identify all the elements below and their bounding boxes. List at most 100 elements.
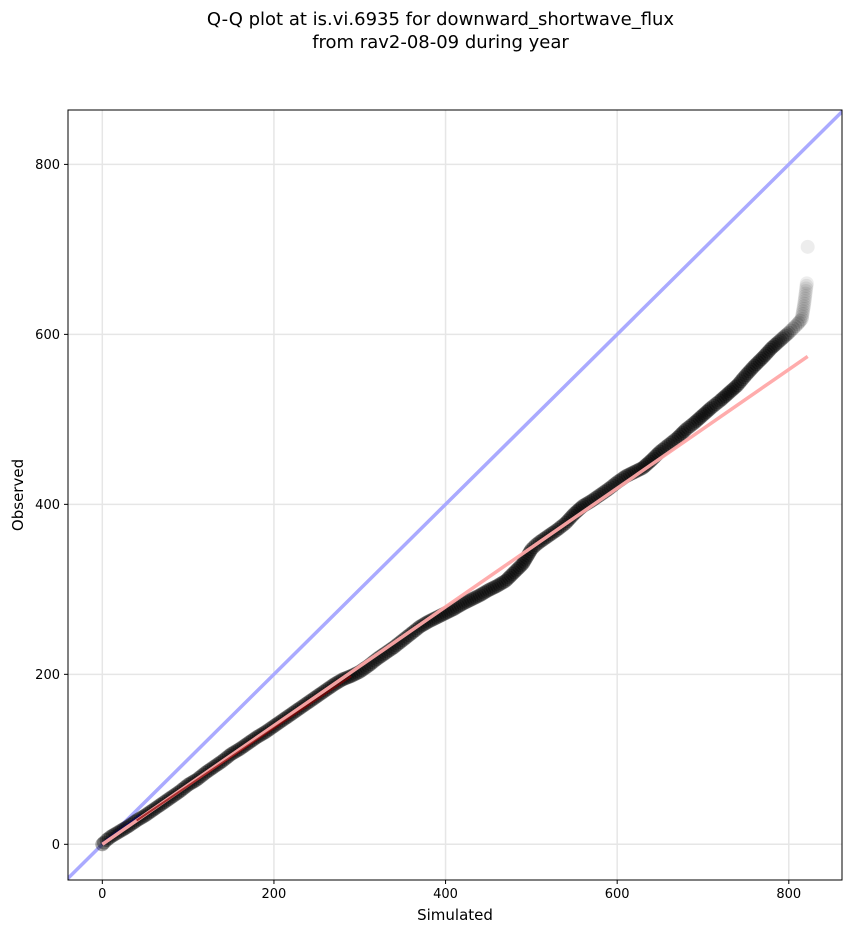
quantile-point <box>449 600 464 615</box>
quantile-point <box>798 286 813 301</box>
quantile-point <box>690 412 705 427</box>
y-tick-label: 800 <box>35 158 60 173</box>
quantile-point <box>798 289 813 304</box>
quantile-point <box>496 575 511 590</box>
grid <box>68 110 842 880</box>
quantile-point <box>737 370 752 385</box>
fit-line-overlap <box>136 675 352 822</box>
quantile-point <box>470 589 485 604</box>
quantile-point <box>732 376 747 391</box>
quantile-point <box>764 340 779 355</box>
quantile-point <box>510 561 525 576</box>
chart-title-line-2: from rav2-08-09 during year <box>312 32 569 53</box>
quantile-point <box>711 395 726 410</box>
x-tick-label: 400 <box>433 887 458 902</box>
quantile-point <box>733 374 748 389</box>
quantile-point <box>726 381 741 396</box>
quantile-point <box>503 568 518 583</box>
quantile-point <box>671 429 686 444</box>
quantile-point <box>687 415 702 430</box>
quantile-point <box>793 313 808 328</box>
quantile-point <box>783 323 798 338</box>
quantile-point <box>798 284 813 299</box>
quantile-point <box>425 612 440 627</box>
quantile-point <box>796 299 811 314</box>
quantile-point <box>721 386 736 401</box>
quantile-point <box>475 587 490 602</box>
quantile-point <box>714 392 729 407</box>
quantile-point <box>453 598 468 613</box>
quantile-point <box>800 239 815 254</box>
quantile-point <box>738 368 753 383</box>
quantile-point <box>780 327 795 342</box>
quantile-point <box>771 334 786 349</box>
chart-title: Q-Q plot at is.vi.6935 for downward_shor… <box>0 8 851 54</box>
quantile-point <box>460 594 475 609</box>
quantile-point <box>725 382 740 397</box>
quantile-point <box>457 595 472 610</box>
quantile-point <box>507 565 522 580</box>
chart-title-line-1: Q-Q plot at is.vi.6935 for downward_shor… <box>206 9 675 30</box>
x-tick-label: 600 <box>605 887 630 902</box>
quantile-point <box>745 360 760 375</box>
plot-area <box>68 110 842 880</box>
quantile-point <box>455 596 470 611</box>
quantile-point <box>702 401 717 416</box>
quantile-point <box>776 330 791 345</box>
quantile-point <box>695 408 710 423</box>
quantile-point <box>750 355 765 370</box>
quantile-point <box>778 328 793 343</box>
quantile-point <box>395 633 410 648</box>
quantile-point <box>735 372 750 387</box>
quantile-point <box>723 384 738 399</box>
quantile-point <box>479 584 494 599</box>
quantile-point <box>492 577 507 592</box>
quantile-point <box>485 581 500 596</box>
quantile-point <box>799 281 814 296</box>
quantile-point <box>749 357 764 372</box>
quantile-point <box>742 364 757 379</box>
plot-frame <box>67 109 843 881</box>
quantile-point <box>796 301 811 316</box>
quantile-point <box>472 588 487 603</box>
quantile-point <box>773 333 788 348</box>
quantile-point <box>697 406 712 421</box>
quantile-point <box>466 591 481 606</box>
quantile-point <box>761 344 776 359</box>
quantile-point <box>423 613 438 628</box>
quantile-point <box>694 409 709 424</box>
quantile-point <box>768 337 783 352</box>
quantile-point <box>468 590 483 605</box>
quantile-point <box>744 362 759 377</box>
quantile-point <box>769 336 784 351</box>
quantile-point <box>797 294 812 309</box>
quantile-point <box>757 348 772 363</box>
quantile-point <box>720 387 735 402</box>
quantile-point <box>514 558 529 573</box>
quantile-point <box>795 309 810 324</box>
quantile-point <box>498 573 513 588</box>
quantile-point <box>481 583 496 598</box>
quantile-point <box>759 346 774 361</box>
quantile-point <box>692 411 707 426</box>
x-tick-label: 800 <box>776 887 801 902</box>
quantile-point <box>728 379 743 394</box>
quantile-point <box>699 405 714 420</box>
quantile-point <box>677 424 692 439</box>
quantile-point <box>462 593 477 608</box>
quantile-point <box>639 457 654 472</box>
quantile-point <box>477 585 492 600</box>
quantile-point <box>675 425 690 440</box>
quantile-point <box>790 317 805 332</box>
quantile-point <box>704 400 719 415</box>
quantile-point <box>683 419 698 434</box>
quantile-point <box>490 578 505 593</box>
quantile-point <box>754 352 769 367</box>
quantile-point <box>464 592 479 607</box>
quantile-point <box>752 353 767 368</box>
axis-ticks: 0 200 400 600 800 0 200 400 600 800 <box>35 158 801 902</box>
quantile-point <box>505 567 520 582</box>
quantile-point <box>668 432 683 447</box>
quantile-point <box>788 319 803 334</box>
quantile-point <box>706 398 721 413</box>
